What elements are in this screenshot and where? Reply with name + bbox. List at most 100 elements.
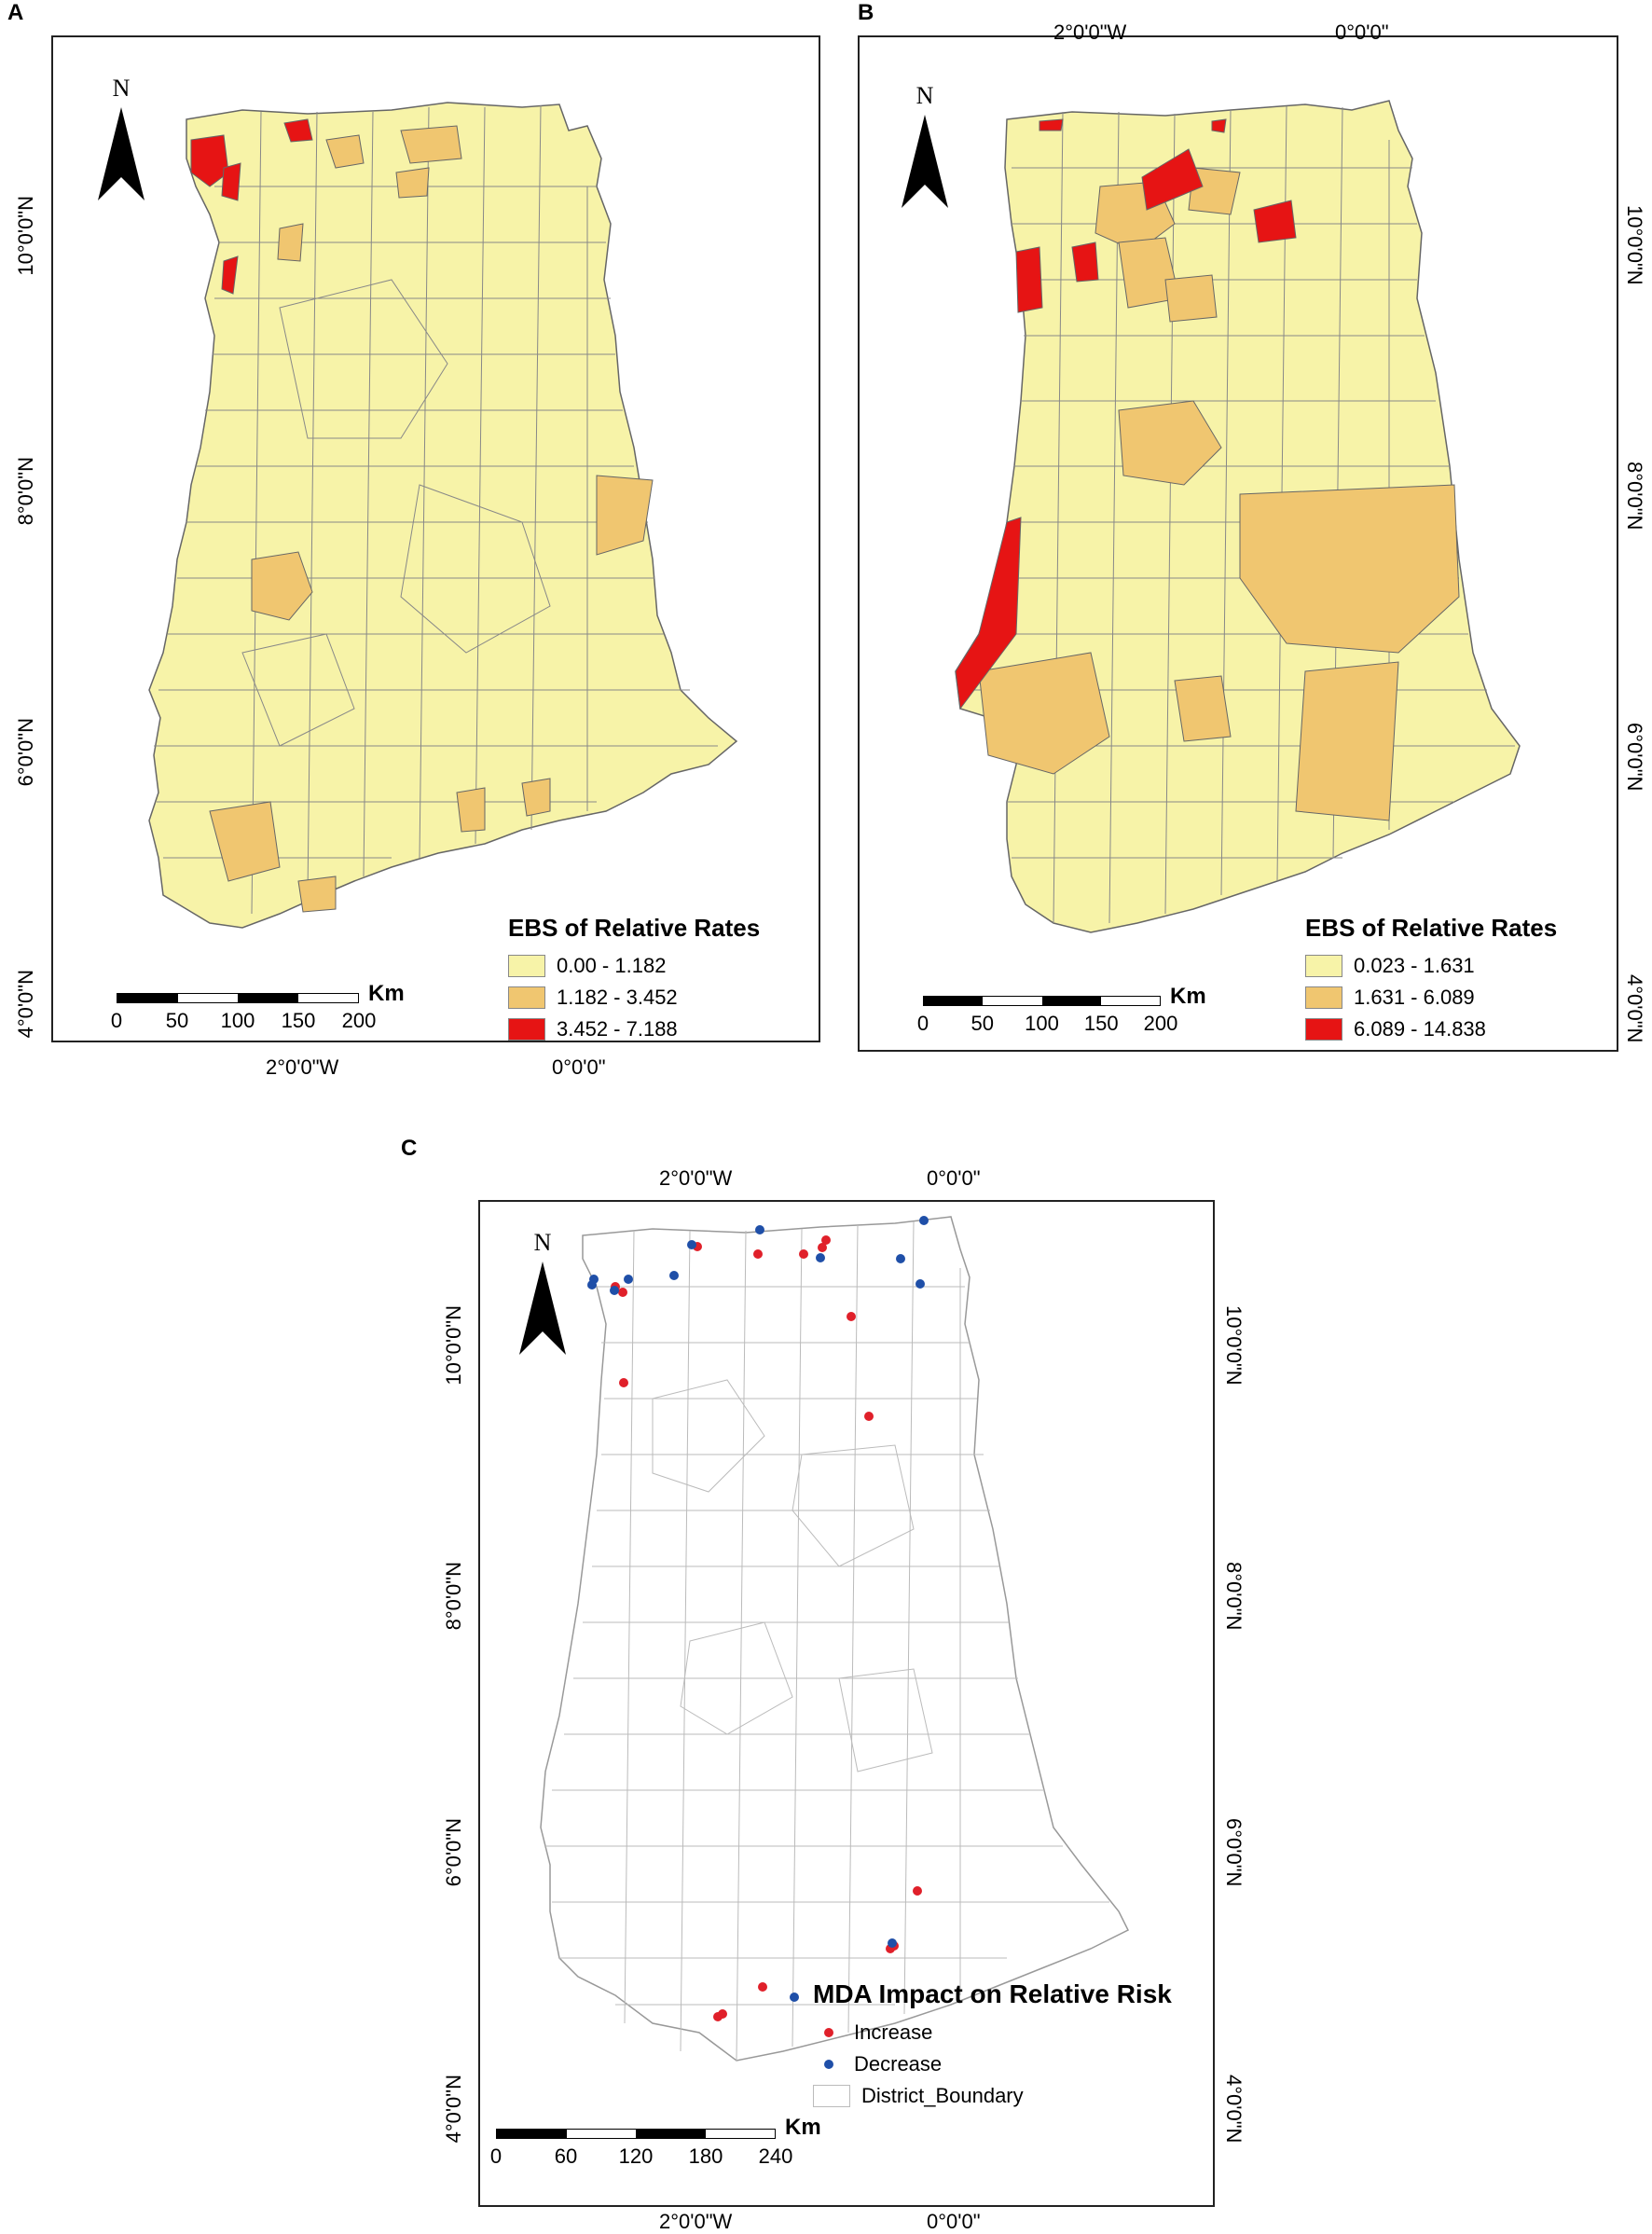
panel-c-right-coord-3: 6°0'0"N xyxy=(1222,1818,1246,1887)
legend-swatch xyxy=(508,955,545,977)
panel-c-scale-unit: Km xyxy=(785,2115,821,2140)
panel-a-north-arrow: N xyxy=(93,75,149,210)
scale-label: 100 xyxy=(220,1009,255,1032)
panel-a-district-lines xyxy=(154,104,718,915)
legend-item-mid: 1.182 - 3.452 xyxy=(508,982,760,1014)
scale-label: 100 xyxy=(1025,1012,1059,1035)
increase-dot-icon xyxy=(824,2028,833,2037)
legend-item-low: 0.00 - 1.182 xyxy=(508,950,760,982)
panel-c-left-coord-1: 10°0'0"N xyxy=(442,1305,465,1386)
district-boundary-swatch xyxy=(813,2085,850,2107)
legend-item-high: 6.089 - 14.838 xyxy=(1305,1014,1557,1045)
panel-a-bottom-coord-1: 2°0'0"W xyxy=(266,1055,339,1079)
scale-label: 200 xyxy=(1143,1012,1178,1035)
panel-a-mid-rate-polygons xyxy=(209,125,654,913)
legend-label: 0.00 - 1.182 xyxy=(557,954,667,977)
panel-b-right-coord-1: 10°0'0"N xyxy=(1623,205,1646,285)
panel-a-ghana-shape xyxy=(148,102,738,929)
legend-label: Increase xyxy=(854,2020,933,2044)
scale-label: 50 xyxy=(165,1009,189,1032)
legend-swatch xyxy=(508,1018,545,1041)
panel-a-legend: EBS of Relative Rates 0.00 - 1.182 1.182… xyxy=(508,914,760,1045)
panel-c-district-boundaries xyxy=(545,1220,1109,2062)
panel-a-high-rate-polygons xyxy=(190,118,313,295)
legend-swatch xyxy=(508,986,545,1009)
scale-label: 60 xyxy=(554,2144,578,2168)
scale-label: 200 xyxy=(341,1009,377,1032)
panel-c-right-coord-4: 4°0'0"N xyxy=(1222,2075,1246,2144)
panel-c-legend: MDA Impact on Relative Risk Increase Dec… xyxy=(813,1979,1172,2112)
panel-b-right-coord-4: 4°0'0"N xyxy=(1623,974,1646,1043)
scale-label: 120 xyxy=(618,2144,654,2168)
legend-label: 1.182 - 3.452 xyxy=(557,986,678,1009)
panel-b-legend: EBS of Relative Rates 0.023 - 1.631 1.63… xyxy=(1305,914,1557,1045)
north-label: N xyxy=(915,82,934,109)
panel-b-top-coord-2: 0°0'0" xyxy=(1335,21,1389,44)
decrease-dot-icon xyxy=(824,2060,833,2069)
scale-bar-graphic xyxy=(117,993,359,1003)
panel-c-left-coord-3: 6°0'0"N xyxy=(442,1818,465,1887)
panel-c-label: C xyxy=(401,1136,418,1161)
panel-b-top-coord-1: 2°0'0"W xyxy=(1053,21,1127,44)
panel-c-left-coord-4: 4°0'0"N xyxy=(442,2075,465,2144)
panel-c-top-coord-2: 0°0'0" xyxy=(927,1166,981,1190)
legend-swatch xyxy=(1305,955,1342,977)
scale-label: 0 xyxy=(489,2144,502,2168)
north-arrow-icon xyxy=(902,115,948,208)
legend-swatch xyxy=(1305,986,1342,1009)
legend-label: 6.089 - 14.838 xyxy=(1354,1017,1486,1041)
panel-b-scale-unit: Km xyxy=(1170,984,1206,1009)
legend-swatch xyxy=(1305,1018,1342,1041)
panel-c-right-coord-1: 10°0'0"N xyxy=(1222,1305,1246,1386)
north-label: N xyxy=(533,1229,552,1256)
panel-c-north-arrow: N xyxy=(515,1229,571,1364)
panel-c-increase-markers xyxy=(611,1235,922,2021)
panel-b-right-coord-3: 6°0'0"N xyxy=(1623,723,1646,792)
legend-title: EBS of Relative Rates xyxy=(1305,914,1558,942)
panel-b-right-coord-2: 8°0'0"N xyxy=(1623,462,1646,531)
scale-label: 150 xyxy=(1083,1012,1119,1035)
panel-c-top-coord-1: 2°0'0"W xyxy=(659,1166,733,1190)
legend-item-mid: 1.631 - 6.089 xyxy=(1305,982,1557,1014)
north-arrow-icon xyxy=(98,107,145,200)
legend-label: 1.631 - 6.089 xyxy=(1354,986,1475,1009)
legend-label: 0.023 - 1.631 xyxy=(1354,954,1475,977)
legend-item-increase: Increase xyxy=(813,2017,1172,2048)
legend-label: District_Boundary xyxy=(861,2084,1024,2107)
north-arrow-icon xyxy=(519,1262,566,1355)
scale-label: 50 xyxy=(971,1012,994,1035)
panel-c-bottom-coord-2: 0°0'0" xyxy=(927,2210,981,2233)
scale-label: 240 xyxy=(758,2144,793,2168)
panel-b-scale-bar: 0 50 100 150 200 xyxy=(917,996,1177,1036)
legend-item-high: 3.452 - 7.188 xyxy=(508,1014,760,1045)
panel-b-north-arrow: N xyxy=(897,82,953,217)
panel-a-scale-unit: Km xyxy=(368,981,405,1006)
panel-c-decrease-markers xyxy=(587,1216,929,2002)
scale-labels: 0 60 120 180 240 xyxy=(490,2144,792,2169)
scale-labels: 0 50 100 150 200 xyxy=(917,1012,1177,1036)
panel-c-scale-bar: 0 60 120 180 240 xyxy=(490,2129,792,2169)
panel-c-left-coord-2: 8°0'0"N xyxy=(442,1562,465,1631)
scale-label: 0 xyxy=(110,1009,123,1032)
scale-bar-graphic xyxy=(496,2129,776,2139)
panel-a-label: A xyxy=(7,0,24,25)
panel-a-bottom-coord-2: 0°0'0" xyxy=(552,1055,606,1079)
legend-label: 3.452 - 7.188 xyxy=(557,1017,678,1041)
scale-label: 150 xyxy=(281,1009,316,1032)
panel-b-high-rate-polygons xyxy=(955,118,1297,710)
scale-labels: 0 50 100 150 200 xyxy=(111,1009,376,1033)
legend-title: EBS of Relative Rates xyxy=(508,914,761,942)
north-label: N xyxy=(112,75,131,102)
panel-b-label: B xyxy=(858,0,874,25)
panel-c-right-coord-2: 8°0'0"N xyxy=(1222,1562,1246,1631)
legend-label: Decrease xyxy=(854,2052,943,2075)
panel-a-scale-bar: 0 50 100 150 200 xyxy=(111,993,376,1033)
scale-label: 180 xyxy=(688,2144,723,2168)
scale-label: 0 xyxy=(916,1012,929,1035)
scale-bar-graphic xyxy=(923,996,1161,1006)
panel-c-bottom-coord-1: 2°0'0"W xyxy=(659,2210,733,2233)
legend-title: MDA Impact on Relative Risk xyxy=(813,1979,1172,2008)
